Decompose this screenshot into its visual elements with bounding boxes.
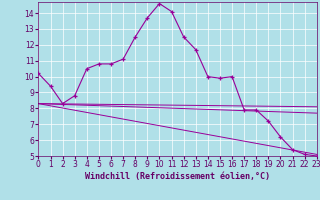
X-axis label: Windchill (Refroidissement éolien,°C): Windchill (Refroidissement éolien,°C) (85, 172, 270, 181)
